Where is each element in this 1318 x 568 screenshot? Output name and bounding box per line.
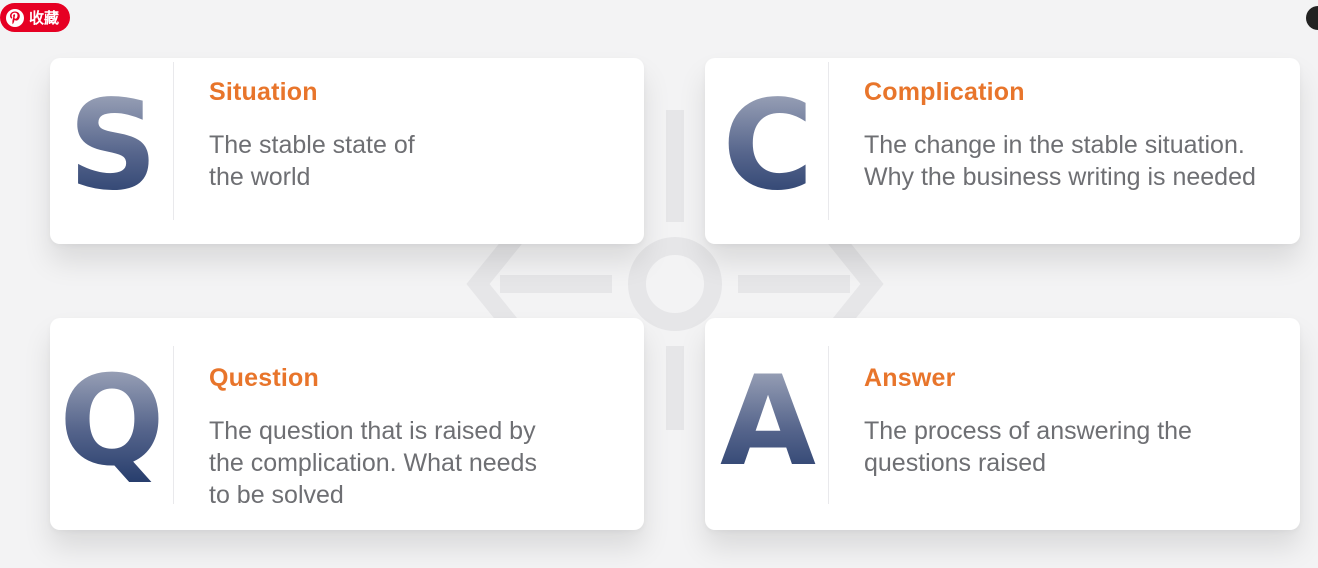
description-line: The change in the stable situation. [864,131,1245,159]
letter-q-glyph: Q [59,350,164,494]
card-title: Question [209,364,319,392]
letter-c-glyph: C [722,74,813,218]
letter-q: Q [50,318,173,530]
letter-s: S [50,58,173,244]
card-situation: S Situation The stable state of the worl… [50,58,644,244]
card-divider [173,346,174,504]
card-divider [828,346,829,504]
card-description: The stable state of the world [209,129,415,193]
description-line: The question that is raised by [209,417,536,445]
card-divider [173,62,174,220]
card-title: Answer [864,364,956,392]
letter-a-glyph: A [720,350,816,494]
description-line: Why the business writing is needed [864,163,1256,191]
description-line: The stable state of [209,131,415,159]
card-question: Q Question The question that is raised b… [50,318,644,530]
description-line: questions raised [864,449,1047,477]
card-title: Situation [209,78,318,106]
card-title: Complication [864,78,1025,106]
pinterest-icon [6,8,24,27]
card-description: The question that is raised by the compl… [209,415,537,511]
corner-avatar-icon[interactable] [1306,6,1318,30]
card-answer: A Answer The process of answering the qu… [705,318,1300,530]
letter-s-glyph: S [68,74,157,218]
description-line: The process of answering the [864,417,1192,445]
card-description: The change in the stable situation. Why … [864,129,1256,193]
card-description: The process of answering the questions r… [864,415,1192,479]
card-complication: C Complication The change in the stable … [705,58,1300,244]
save-pin-label: 收藏 [29,9,60,27]
card-divider [828,62,829,220]
description-line: the world [209,163,311,191]
description-line: to be solved [209,481,344,509]
save-pin-button[interactable]: 收藏 [0,3,71,32]
letter-a: A [705,318,828,530]
description-line: the complication. What needs [209,449,537,477]
letter-c: C [705,58,828,244]
